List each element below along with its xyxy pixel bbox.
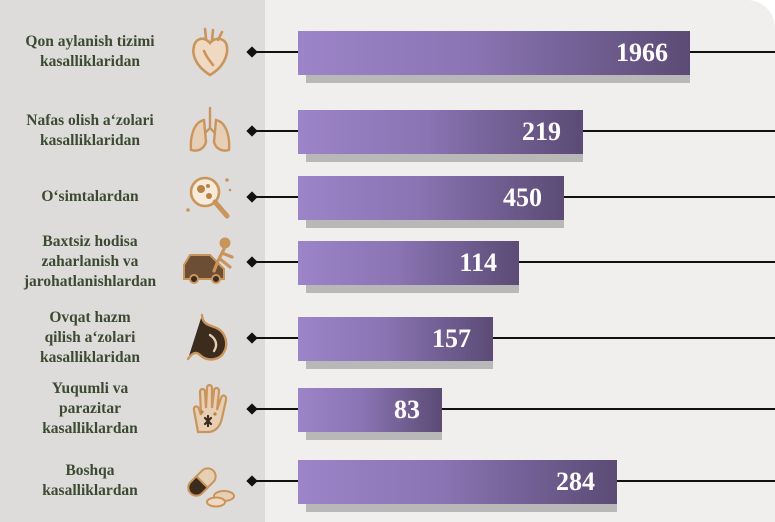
leader-line: [252, 130, 298, 132]
leader-line: [252, 408, 298, 410]
value-label: 1966: [616, 38, 668, 67]
leader-line: [252, 261, 298, 263]
leader-line: [252, 196, 298, 198]
heart-icon: [180, 25, 240, 79]
row-baseline: [519, 261, 775, 263]
category-label: Baxtsiz hodisa zaharlanish va jarohatlanis…: [6, 230, 174, 294]
category-label: Yuqumli va parazitar kasalliklardan: [6, 377, 174, 441]
value-label: 284: [556, 467, 595, 496]
category-label-text: Qon aylanish tizimi kasalliklaridan: [25, 33, 155, 70]
infected-hand-icon: [180, 382, 240, 436]
category-label-text: Boshqa kasalliklardan: [42, 462, 138, 499]
row-baseline: [442, 408, 775, 410]
value-label: 83: [394, 395, 420, 424]
row-baseline: [564, 196, 775, 198]
category-label: Nafas olish a‘zolari kasalliklaridan: [6, 99, 174, 163]
car-accident-icon: [180, 235, 240, 289]
bar: [298, 241, 519, 285]
lungs-icon: [180, 104, 240, 158]
stomach-icon: [180, 311, 240, 365]
row-baseline: [583, 130, 775, 132]
category-label: Boshqa kasalliklardan: [6, 449, 174, 513]
leader-line: [252, 480, 298, 482]
category-label: O‘simtalardan: [6, 165, 174, 229]
tumor-cell-magnifier-icon: [180, 170, 240, 224]
row-baseline: [617, 480, 775, 482]
value-label: 450: [503, 183, 542, 212]
category-label: Ovqat hazm qilish a‘zolari kasalliklaridan: [6, 306, 174, 370]
category-label-text: O‘simtalardan: [41, 188, 139, 205]
row-baseline: [493, 337, 775, 339]
bar: [298, 110, 583, 154]
bar: [298, 460, 617, 504]
bar: [298, 31, 690, 75]
leader-line: [252, 51, 298, 53]
value-label: 219: [522, 117, 561, 146]
category-label-text: Yuqumli va parazitar kasalliklardan: [42, 380, 138, 437]
pills-icon: [180, 454, 240, 508]
bar: [298, 388, 442, 432]
value-label: 114: [459, 248, 497, 277]
bar: [298, 317, 493, 361]
category-label: Qon aylanish tizimi kasalliklaridan: [6, 20, 174, 84]
category-label-text: Baxtsiz hodisa zaharlanish va jarohatlanis…: [23, 233, 157, 290]
leader-line: [252, 337, 298, 339]
value-label: 157: [432, 324, 471, 353]
row-baseline: [690, 51, 775, 53]
bar: [298, 176, 564, 220]
category-label-text: Ovqat hazm qilish a‘zolari kasalliklaridan: [40, 309, 140, 366]
category-label-text: Nafas olish a‘zolari kasalliklaridan: [26, 112, 154, 149]
